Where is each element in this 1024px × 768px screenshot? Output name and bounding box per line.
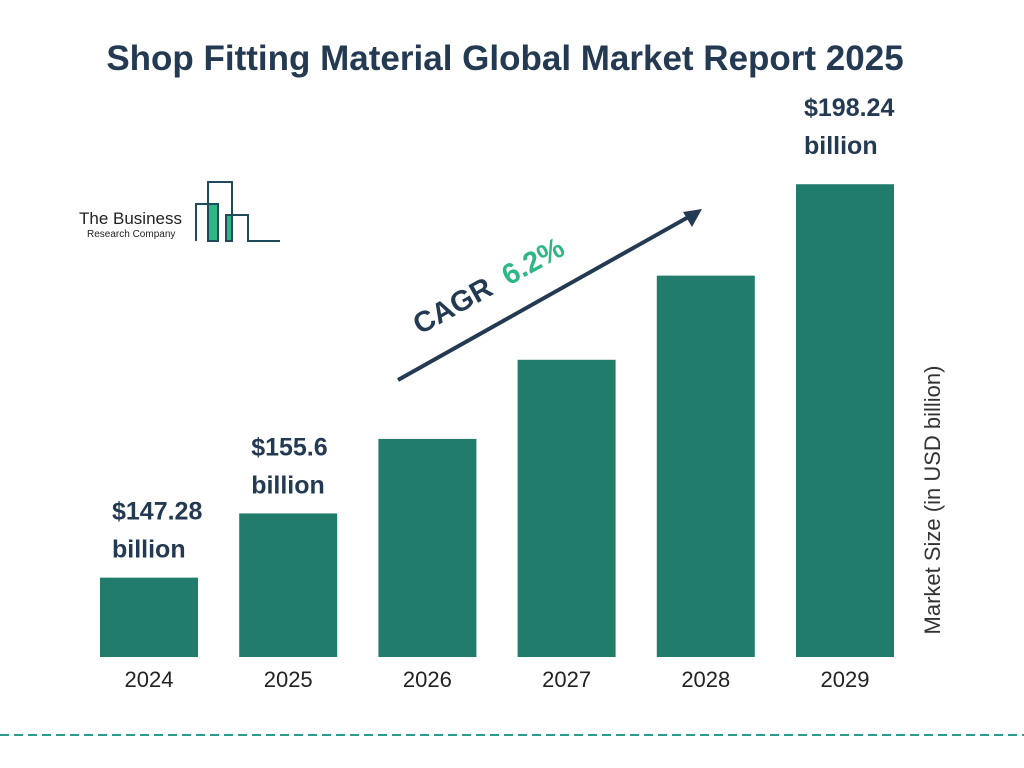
bar-2028 [656, 275, 755, 657]
logo: The Business Research Company [79, 181, 280, 242]
x-tick-2029: 2029 [821, 667, 870, 692]
bar-2024 [100, 577, 198, 657]
data-label-2024: $147.28 [112, 498, 202, 526]
data-label-2025: $155.6 [251, 433, 327, 461]
bar-2029 [796, 184, 894, 657]
data-label-2029: $198.24 [804, 94, 894, 122]
bar-2027 [517, 359, 616, 657]
x-tick-2027: 2027 [542, 667, 591, 692]
x-tick-2024: 2024 [125, 667, 174, 692]
logo-text-2: Research Company [87, 229, 175, 240]
x-tick-2028: 2028 [681, 667, 730, 692]
cagr-arrow [397, 209, 702, 382]
logo-text-1: The Business [79, 209, 182, 228]
y-axis-label: Market Size (in USD billion) [920, 366, 945, 635]
x-tick-2025: 2025 [264, 667, 313, 692]
bar-2026 [378, 438, 477, 657]
data-label-2029: billion [804, 132, 878, 160]
chart-title: Shop Fitting Material Global Market Repo… [106, 39, 904, 78]
cagr-value: 6.2% [497, 232, 571, 292]
cagr-label: CAGR 6.2% [408, 232, 570, 341]
data-label-2024: billion [112, 536, 186, 564]
x-tick-2026: 2026 [403, 667, 452, 692]
data-label-2025: billion [251, 471, 325, 499]
bar-2025 [239, 513, 338, 657]
